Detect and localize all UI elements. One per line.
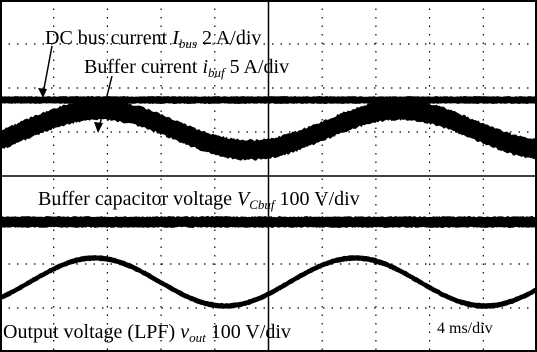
time-scale: 4 ms/div (437, 320, 493, 337)
symbol: v (180, 321, 189, 343)
label-text: Output voltage (LPF) (3, 321, 180, 343)
scale: 2 A/div (197, 27, 261, 49)
label-text: Buffer current (84, 56, 202, 78)
zero-marker: 0 (0, 134, 2, 151)
trace-label: Output voltage (LPF) vout 100 V/div (3, 321, 291, 345)
trace-label: DC bus current Ibus 2 A/div (45, 27, 261, 51)
subscript: bus (179, 36, 197, 51)
capacitor-voltage-trace (0, 216, 537, 228)
zero-marker: 0 (0, 103, 2, 120)
trace-label: Buffer current ibuf 5 A/div (84, 56, 289, 80)
trace-label: Buffer capacitor voltage VCbuf 100 V/div (38, 188, 360, 212)
scale: 100 V/div (206, 321, 291, 343)
scale: 100 V/div (275, 188, 360, 210)
scale: 5 A/div (225, 56, 289, 78)
oscilloscope-figure: 0 0 0 DC bus current Ibus 2 A/div Buffer… (0, 0, 537, 352)
page: {"traces": [ {"text": "DC bus current ",… (0, 0, 537, 352)
zero-marker: 0 (0, 278, 2, 295)
label-text: Buffer capacitor voltage (38, 188, 237, 210)
subscript: Cbuf (249, 197, 277, 212)
label-text: DC bus current (45, 27, 172, 49)
subscript: out (189, 330, 206, 345)
